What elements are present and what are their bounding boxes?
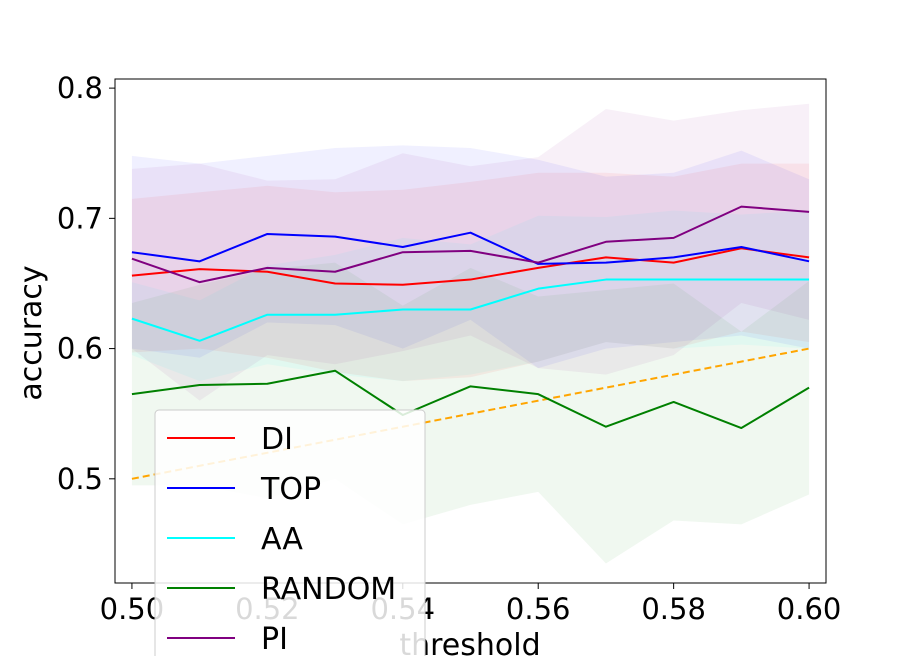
series-line-pi [131, 205, 810, 284]
series-lines [131, 205, 810, 430]
x-tick-label: 0.56 [506, 592, 571, 626]
legend-label-top: TOP [260, 472, 321, 507]
series-line-random [131, 369, 810, 430]
series-line-aa [131, 278, 810, 342]
legend-label-random: RANDOM [261, 572, 396, 607]
y-tick-label: 0.5 [57, 462, 103, 496]
band-pi [131, 103, 810, 401]
plot-frame [114, 78, 827, 584]
band-aa [131, 210, 810, 382]
legend-label-aa: AA [261, 522, 303, 557]
y-tick-label: 0.6 [57, 332, 103, 366]
band-di [131, 163, 810, 382]
y-axis-label: accuracy [14, 265, 49, 400]
series-line-di [131, 247, 810, 286]
series-line-top [131, 231, 810, 265]
x-tick-label: 0.58 [641, 592, 706, 626]
legend-label-di: DI [261, 422, 293, 457]
y-tick-label: 0.7 [57, 201, 103, 235]
confidence-bands [131, 103, 810, 564]
y-axis-ticks: 0.5 0.6 0.7 0.8 [57, 71, 115, 496]
band-top [131, 145, 810, 369]
y-tick-label: 0.8 [57, 71, 103, 105]
legend-label-pi: PI [261, 622, 288, 656]
legend: DI TOP AA RANDOM PI [154, 409, 426, 656]
x-tick-label: 0.50 [100, 592, 165, 626]
x-tick-label: 0.60 [777, 592, 842, 626]
legend-box [154, 409, 426, 656]
